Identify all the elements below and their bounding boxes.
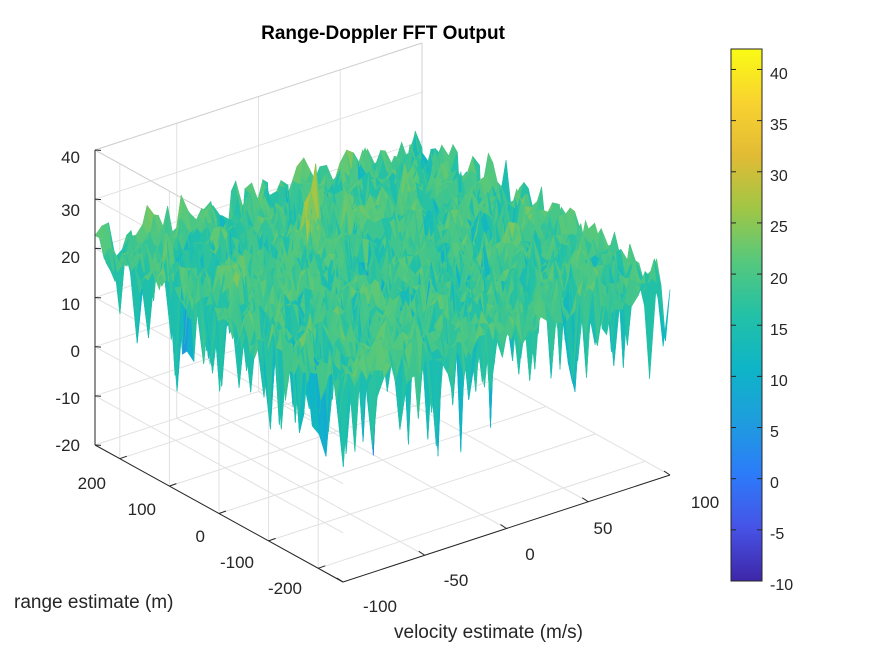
surface-plot [94,130,671,468]
colorbar: 40 35 30 25 20 15 10 5 0 -5 -10 [730,48,793,594]
velocity-tick-label: -50 [444,571,469,590]
velocity-axis-label: velocity estimate (m/s) [394,622,583,643]
velocity-tick-label: 100 [691,493,719,512]
range-tick-label: 0 [196,527,205,546]
axes [94,149,671,583]
colorbar-tick-label: 25 [770,219,788,236]
range-tick-mark [218,510,227,514]
colorbar-tick-label: 30 [770,168,788,185]
colorbar-tick-label: 0 [770,475,779,492]
range-tick-label: -100 [220,553,254,572]
colorbar-tick-label: 15 [770,322,788,339]
z-tick-label: 20 [61,248,80,267]
colorbar-tick-label: -5 [770,526,784,543]
velocity-tick-label: -100 [363,597,397,616]
velocity-axis-ticks: -100 -50 0 50 100 [363,493,719,616]
range-axis-ticks: 200 100 0 -100 -200 [78,474,302,598]
colorbar-gradient [730,48,763,582]
z-tick-label: -10 [55,389,80,408]
range-tick-label: 100 [128,500,156,519]
range-tick-label: 200 [78,474,106,493]
velocity-tick-mark [581,497,589,503]
velocity-tick-mark [336,577,344,583]
range-tick-mark [169,483,177,487]
colorbar-tick-label: 35 [770,117,788,134]
colorbar-tick-label: -10 [770,577,793,594]
z-tick-label: -20 [55,436,80,455]
velocity-tick-mark [663,470,671,476]
box-edge [94,42,423,151]
z-tick-label: 0 [71,342,80,361]
colorbar-ticks [731,68,762,582]
z-axis-ticks: 40 30 20 10 0 -10 -20 [55,148,80,455]
range-tick-mark [268,537,276,542]
colorbar-tick-label: 5 [770,424,779,441]
velocity-tick-mark [500,524,507,529]
colorbar-tick-label: 10 [770,373,788,390]
range-tick-mark [119,455,127,460]
velocity-tick-label: 0 [525,545,534,564]
z-tick-label: 30 [61,201,80,220]
colorbar-tick-label: 20 [770,271,788,288]
grid-line [176,417,425,556]
range-axis-label: range estimate (m) [14,592,173,613]
grid-line [340,364,589,503]
z-tick-label: 10 [61,295,80,314]
range-tick-label: -200 [268,579,302,598]
chart-title: Range-Doppler FFT Output [261,23,505,44]
velocity-tick-mark [418,550,426,556]
range-tick-mark [318,565,326,569]
velocity-tick-label: 50 [594,519,613,538]
colorbar-tick-label: 40 [770,66,788,83]
surface-patch [658,289,671,347]
surface-patch [654,259,666,341]
z-tick-label: 40 [61,148,80,167]
